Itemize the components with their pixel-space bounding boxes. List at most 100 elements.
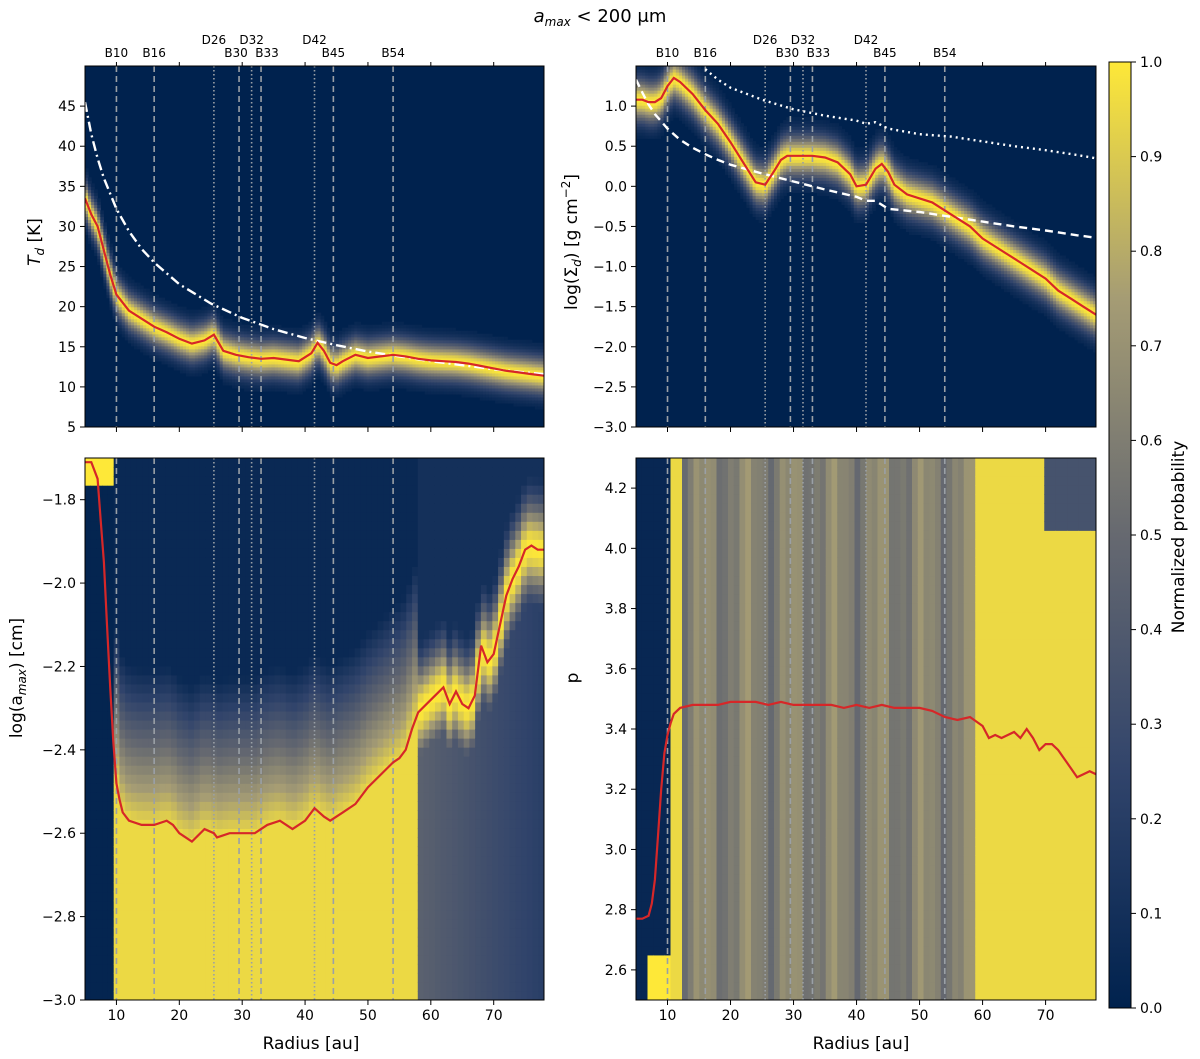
heatmap-cell xyxy=(173,339,178,344)
heatmap-cell xyxy=(636,78,640,82)
heatmap-cell xyxy=(286,366,291,371)
heatmap-cell xyxy=(400,339,404,344)
heatmap-cell xyxy=(118,327,123,332)
heatmap-cell xyxy=(804,150,809,154)
heatmap-cell xyxy=(507,345,511,350)
heatmap-cell xyxy=(155,294,160,299)
heatmap-cell xyxy=(207,303,212,308)
heatmap-cell xyxy=(323,345,328,350)
heatmap-cell xyxy=(795,162,800,166)
heatmap-cell xyxy=(495,354,499,359)
heatmap-cell xyxy=(277,384,282,389)
heatmap-cell xyxy=(296,360,300,365)
heatmap-cell xyxy=(513,348,518,353)
heatmap-cell xyxy=(192,363,196,368)
heatmap-cell xyxy=(770,165,775,169)
heatmap-cell xyxy=(418,351,423,356)
heatmap-cell xyxy=(844,186,849,190)
heatmap-cell xyxy=(767,150,772,154)
heatmap-cell xyxy=(783,189,787,193)
heatmap-cell xyxy=(636,108,640,112)
heatmap-cell xyxy=(204,363,208,368)
heatmap-cell xyxy=(219,366,224,371)
heatmap-cell xyxy=(375,360,380,365)
heatmap-cell xyxy=(133,294,138,299)
heatmap-cell xyxy=(354,375,358,380)
heatmap-cell xyxy=(127,321,132,326)
heatmap-cell xyxy=(412,378,417,383)
heatmap-cell xyxy=(657,75,662,79)
heatmap-cell xyxy=(724,153,729,157)
heatmap-cell xyxy=(192,342,196,347)
heatmap-cell xyxy=(522,399,527,404)
heatmap-cell xyxy=(774,144,778,148)
heatmap-cell xyxy=(746,198,751,202)
heatmap-cell xyxy=(770,177,775,181)
heatmap-cell xyxy=(320,369,325,374)
heatmap-cell xyxy=(85,228,89,233)
heatmap-cell xyxy=(351,330,355,335)
heatmap-cell xyxy=(345,372,349,377)
heatmap-cell xyxy=(513,345,518,350)
heatmap-cell xyxy=(439,366,444,371)
heatmap-cell xyxy=(639,93,643,97)
heatmap-cell xyxy=(749,192,754,196)
heatmap-cell xyxy=(256,384,261,389)
heatmap-cell xyxy=(262,360,267,365)
heatmap-cell xyxy=(804,129,809,133)
heatmap-cell xyxy=(666,102,671,106)
heatmap-cell xyxy=(482,345,487,350)
heatmap-cell xyxy=(403,369,407,374)
heatmap-cell xyxy=(531,399,536,404)
heatmap-cell xyxy=(176,345,181,350)
heatmap-cell xyxy=(320,357,325,362)
heatmap-cell xyxy=(820,168,824,172)
heatmap-cell xyxy=(491,339,496,344)
heatmap-cell xyxy=(758,147,763,151)
heatmap-cell xyxy=(452,354,456,359)
heatmap-cell xyxy=(504,348,508,353)
heatmap-cell xyxy=(829,180,833,184)
heatmap-cell xyxy=(149,312,153,317)
heatmap-cell xyxy=(415,366,420,371)
heatmap-cell xyxy=(820,183,824,187)
heatmap-cell xyxy=(774,132,778,136)
heatmap-cell xyxy=(363,360,368,365)
heatmap-cell xyxy=(675,90,680,94)
heatmap-cell xyxy=(253,351,257,356)
heatmap-cell xyxy=(718,156,723,160)
heatmap-cell xyxy=(479,393,484,398)
heatmap-cell xyxy=(688,111,692,115)
heatmap-cell xyxy=(807,180,812,184)
heatmap-cell xyxy=(666,81,671,85)
heatmap-cell xyxy=(841,141,846,145)
heatmap-cell xyxy=(406,357,410,362)
heatmap-cell xyxy=(357,351,361,356)
heatmap-cell xyxy=(461,390,466,395)
heatmap-cell xyxy=(320,366,325,371)
heatmap-cell xyxy=(106,285,111,290)
heatmap-cell xyxy=(767,195,772,199)
heatmap-cell xyxy=(777,180,781,184)
heatmap-cell xyxy=(660,72,665,76)
heatmap-cell xyxy=(213,330,218,335)
heatmap-cell xyxy=(820,189,824,193)
heatmap-cell xyxy=(694,114,698,118)
heatmap-cell xyxy=(228,369,233,374)
heatmap-cell xyxy=(436,348,441,353)
heatmap-cell xyxy=(522,402,527,407)
heatmap-cell xyxy=(783,129,787,133)
heatmap-cell xyxy=(146,348,150,353)
heatmap-cell xyxy=(189,369,193,374)
heatmap-cell xyxy=(752,150,757,154)
heatmap-cell xyxy=(192,351,196,356)
heatmap-cell xyxy=(482,375,487,380)
heatmap-cell xyxy=(795,177,800,181)
heatmap-cell xyxy=(164,300,169,305)
heatmap-cell xyxy=(783,159,787,163)
heatmap-cell xyxy=(498,339,502,344)
heatmap-cell xyxy=(504,351,508,356)
heatmap-cell xyxy=(189,342,193,347)
heatmap-cell xyxy=(820,126,824,130)
heatmap-cell xyxy=(403,324,407,329)
